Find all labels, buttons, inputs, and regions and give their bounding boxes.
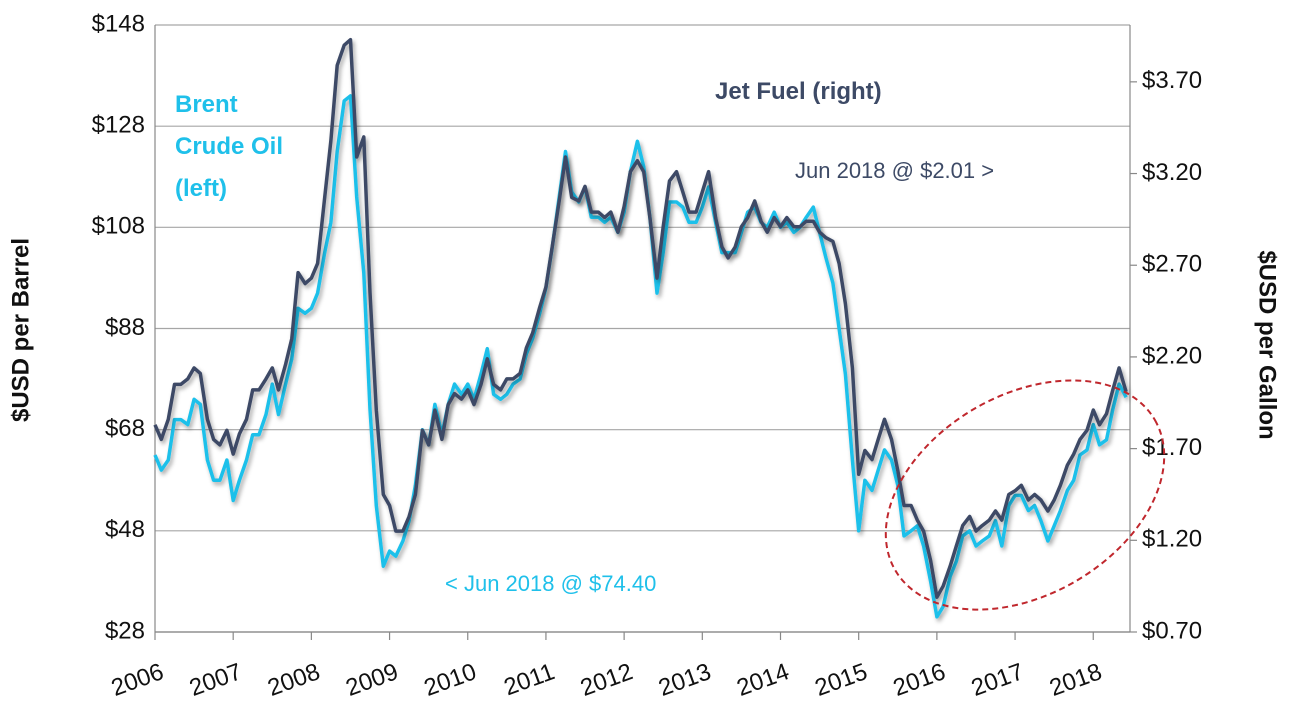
highlight-ellipse (884, 379, 1166, 611)
y2-tick-label: $0.70 (1142, 617, 1202, 644)
x-tick-label: 2006 (108, 658, 167, 702)
y-tick-label: $28 (105, 617, 145, 644)
y2-tick-label: $3.20 (1142, 159, 1202, 186)
data-line (153, 37, 1128, 599)
series-label: Brent Crude Oil (left) (175, 91, 284, 202)
annotation: Jun 2018 @ $2.01 > (795, 158, 994, 183)
y2-tick-label: $2.20 (1142, 342, 1202, 369)
y-tick-label: $128 (92, 112, 145, 139)
x-tick-label: 2013 (655, 658, 714, 702)
y-tick-label: $148 (92, 10, 145, 37)
x-tick-label: 2010 (421, 658, 480, 702)
y-tick-label: $88 (105, 314, 145, 341)
x-tick-label: 2009 (342, 658, 401, 702)
x-tick-label: 2014 (733, 658, 792, 702)
y-axis-title: $USD per Barrel (7, 238, 34, 422)
y-tick-label: $48 (105, 516, 145, 543)
x-tick-label: 2012 (577, 658, 636, 702)
annotation: < Jun 2018 @ $74.40 (445, 571, 656, 596)
x-tick-label: 2008 (264, 658, 323, 702)
x-tick-label: 2015 (812, 658, 871, 702)
x-tick-label: 2007 (186, 658, 245, 702)
y2-tick-label: $2.70 (1142, 251, 1202, 278)
y-tick-label: $108 (92, 213, 145, 240)
y2-tick-label: $1.70 (1142, 434, 1202, 461)
x-tick-label: 2016 (890, 658, 949, 702)
x-tick-label: 2011 (500, 658, 558, 701)
y2-tick-label: $3.70 (1142, 67, 1202, 94)
series-label: Jet Fuel (right) (715, 78, 882, 105)
y2-tick-label: $1.20 (1142, 526, 1202, 553)
y2-axis-title: $USD per Gallon (1254, 250, 1281, 439)
data-line (153, 94, 1128, 619)
y-tick-label: $68 (105, 415, 145, 442)
x-tick-label: 2018 (1046, 658, 1105, 702)
x-tick-label: 2017 (968, 658, 1027, 702)
